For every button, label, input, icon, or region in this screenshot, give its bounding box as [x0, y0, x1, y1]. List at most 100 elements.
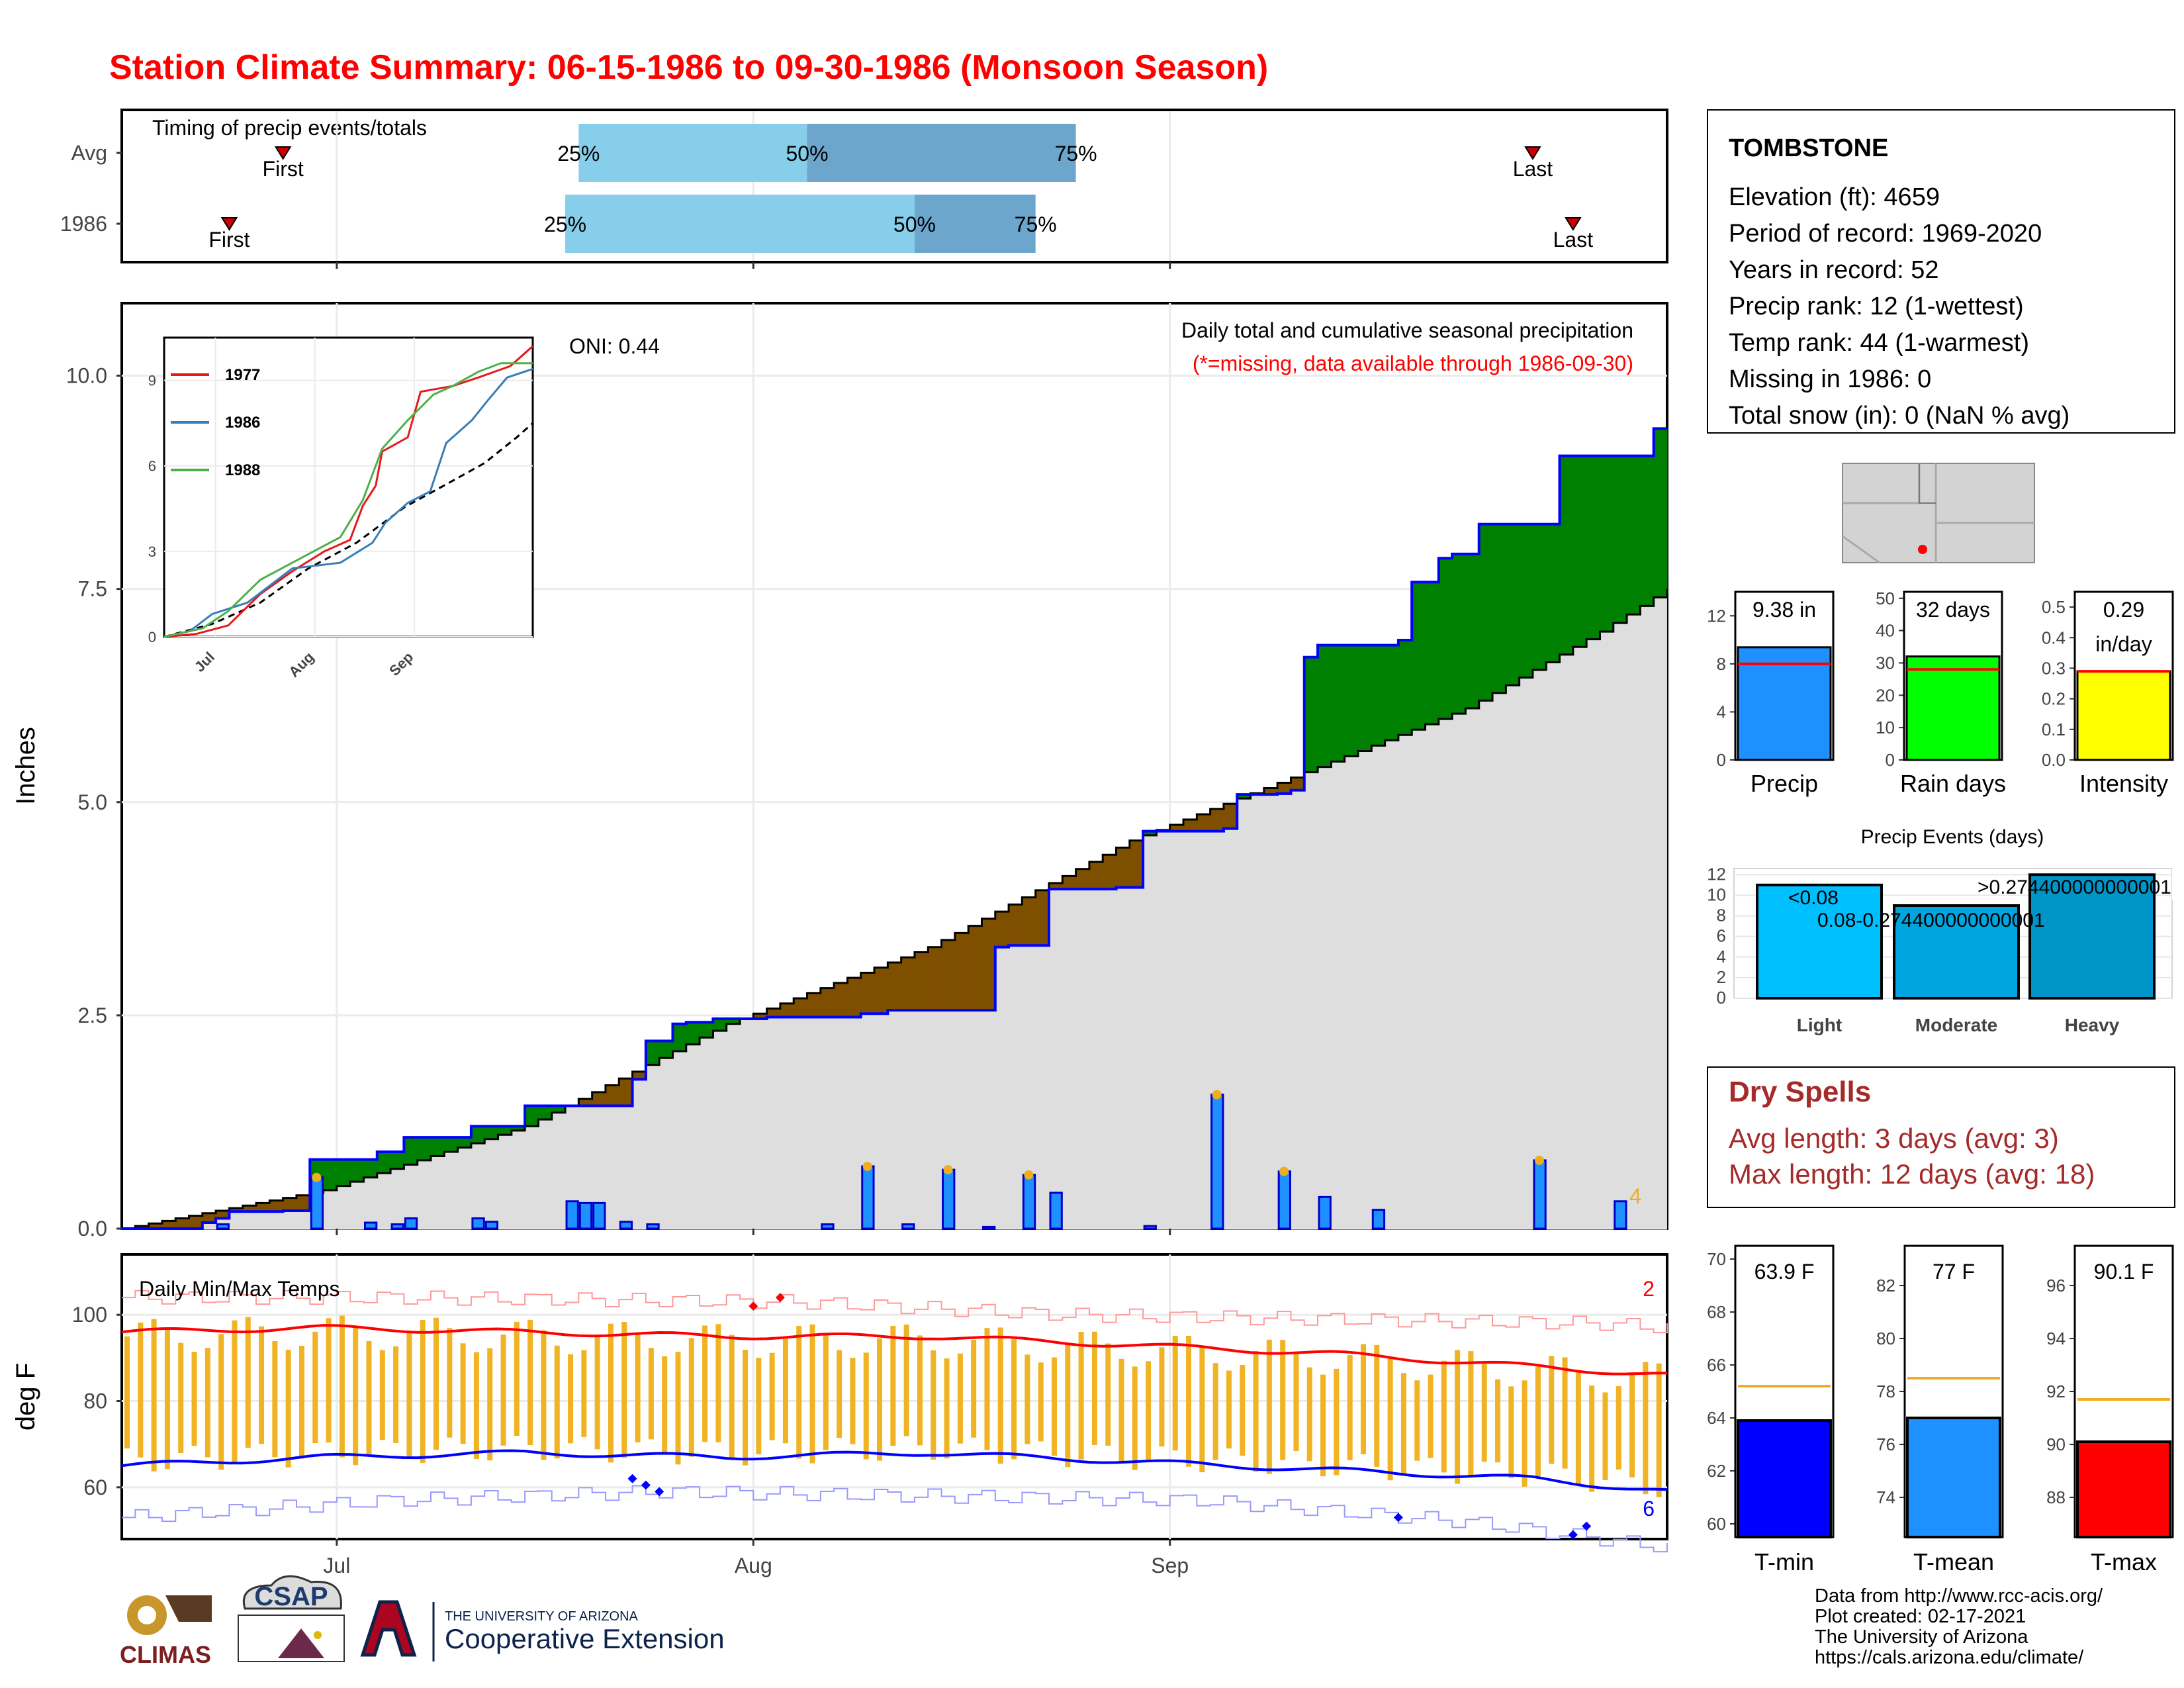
temp-mini-ytick-label: 94 [2046, 1329, 2066, 1348]
deficit-area [780, 1003, 794, 1017]
daily-temp-bar [688, 1338, 694, 1457]
footer-line: Data from http://www.rcc-acis.org/ [1815, 1585, 2103, 1607]
daily-temp-bar [326, 1318, 332, 1443]
temp-mini-ytick-label: 60 [1707, 1514, 1726, 1534]
temp-ytick-label: 100 [72, 1303, 107, 1327]
deficit-area [632, 1071, 647, 1080]
daily-temp-bar [863, 1352, 869, 1460]
surplus-area [645, 1041, 660, 1065]
surplus-area [377, 1152, 391, 1174]
daily-temp-bar [218, 1334, 224, 1470]
deficit-area [1291, 777, 1305, 790]
deficit-area [189, 1215, 203, 1229]
inset-legend-label: 1988 [225, 461, 260, 479]
daily-temp-bar [796, 1326, 802, 1459]
surplus-area [672, 1023, 687, 1051]
precip-corner-count: 4 [1629, 1184, 1641, 1208]
daily-temp-bar [1105, 1343, 1111, 1446]
deficit-area [296, 1195, 310, 1211]
daily-temp-bar [1266, 1339, 1272, 1474]
timing-q75-label: 75% [1015, 212, 1057, 236]
deficit-area [1223, 804, 1238, 829]
surplus-area [1425, 582, 1439, 725]
daily-temp-bar [1508, 1386, 1514, 1478]
daily-temp-bar [1306, 1367, 1312, 1462]
daily-temp-bar [1602, 1392, 1608, 1480]
mini-ytick-label: 50 [1876, 588, 1895, 608]
daily-precip-bar [404, 1217, 418, 1230]
deficit-area [161, 1221, 176, 1229]
daily-precip-bar [1143, 1225, 1157, 1230]
station-info-line: Temp rank: 44 (1-warmest) [1729, 329, 2029, 357]
month-label: Aug [735, 1554, 772, 1577]
events-bar-label: <0.08 [1788, 887, 1839, 909]
precip-note: (*=missing, data available through 1986-… [1193, 352, 1633, 375]
daily-temp-bar [554, 1345, 560, 1459]
daily-temp-bar [124, 1336, 130, 1449]
deficit-area [256, 1203, 270, 1212]
daily-temp-bar [662, 1356, 668, 1454]
record-min-line [122, 1485, 1668, 1553]
daily-temp-bar [850, 1358, 856, 1444]
daily-temp-bar [1455, 1350, 1461, 1484]
precip-ytick-label: 0.0 [78, 1217, 107, 1241]
inset-legend-label: 1986 [225, 414, 260, 432]
mini-ytick-label: 0.0 [2042, 750, 2066, 770]
mini-ytick-label: 40 [1876, 621, 1895, 641]
timing-last-marker [1565, 217, 1582, 231]
temp-mini-ytick-label: 96 [2046, 1276, 2066, 1295]
surplus-area [686, 1022, 700, 1045]
daily-temp-bar [245, 1317, 251, 1448]
surplus-area [1371, 645, 1386, 746]
heavy-precip-marker [862, 1161, 872, 1171]
daily-temp-bar [1441, 1360, 1447, 1473]
events-ytick-label: 8 [1717, 906, 1726, 925]
daily-temp-bar [729, 1335, 735, 1458]
mini-value-label: in/day [2095, 632, 2152, 656]
mini-category-label: Intensity [2079, 770, 2168, 797]
temp-cold-count: 6 [1643, 1497, 1655, 1521]
station-name: TOMBSTONE [1729, 134, 1888, 162]
deficit-area [202, 1213, 216, 1223]
daily-precip-bar [1049, 1192, 1063, 1230]
surplus-area [498, 1126, 512, 1135]
station-info-line: Years in record: 52 [1729, 256, 1939, 284]
daily-temp-bar [944, 1358, 950, 1459]
deficit-area [807, 993, 821, 1017]
temp-mini-value-label: 77 F [1933, 1260, 1975, 1284]
surplus-area [1546, 524, 1561, 663]
temp-mini-ytick-label: 64 [1707, 1408, 1726, 1428]
surplus-area [1532, 524, 1547, 671]
timing-row-label: Avg [71, 141, 107, 165]
temp-mini-value-bar [2076, 1440, 2171, 1538]
deficit-area [578, 1099, 593, 1106]
surplus-area [417, 1137, 432, 1160]
events-category-label: Heavy [2065, 1015, 2120, 1035]
inset-ytick-label: 6 [148, 458, 156, 475]
deficit-area [1210, 809, 1224, 831]
surplus-area [1586, 455, 1600, 639]
daily-temp-bar [460, 1343, 466, 1444]
daily-temp-bar [1024, 1354, 1030, 1444]
daily-temp-bar [1280, 1340, 1286, 1460]
precip-ylabel: Inches [11, 727, 40, 805]
daily-precip-bar [484, 1221, 499, 1230]
precip-ytick-label: 7.5 [78, 577, 107, 601]
daily-temp-bar [1212, 1363, 1218, 1460]
timing-q50-label: 50% [893, 212, 936, 236]
events-ytick-label: 0 [1717, 988, 1726, 1008]
daily-precip-bar [1533, 1159, 1547, 1230]
deficit-area [1277, 782, 1291, 794]
events-ytick-label: 4 [1717, 947, 1726, 966]
daily-temp-bar [594, 1336, 600, 1450]
daily-temp-bar [379, 1350, 385, 1440]
surplus-area [1237, 794, 1251, 799]
daily-temp-bar [837, 1350, 842, 1438]
events-bar [2028, 873, 2156, 1000]
surplus-area [1398, 639, 1412, 735]
daily-temp-bar [931, 1350, 936, 1460]
footer-line: https://cals.arizona.edu/climate/ [1815, 1647, 2084, 1668]
daily-temp-bar [984, 1328, 990, 1450]
